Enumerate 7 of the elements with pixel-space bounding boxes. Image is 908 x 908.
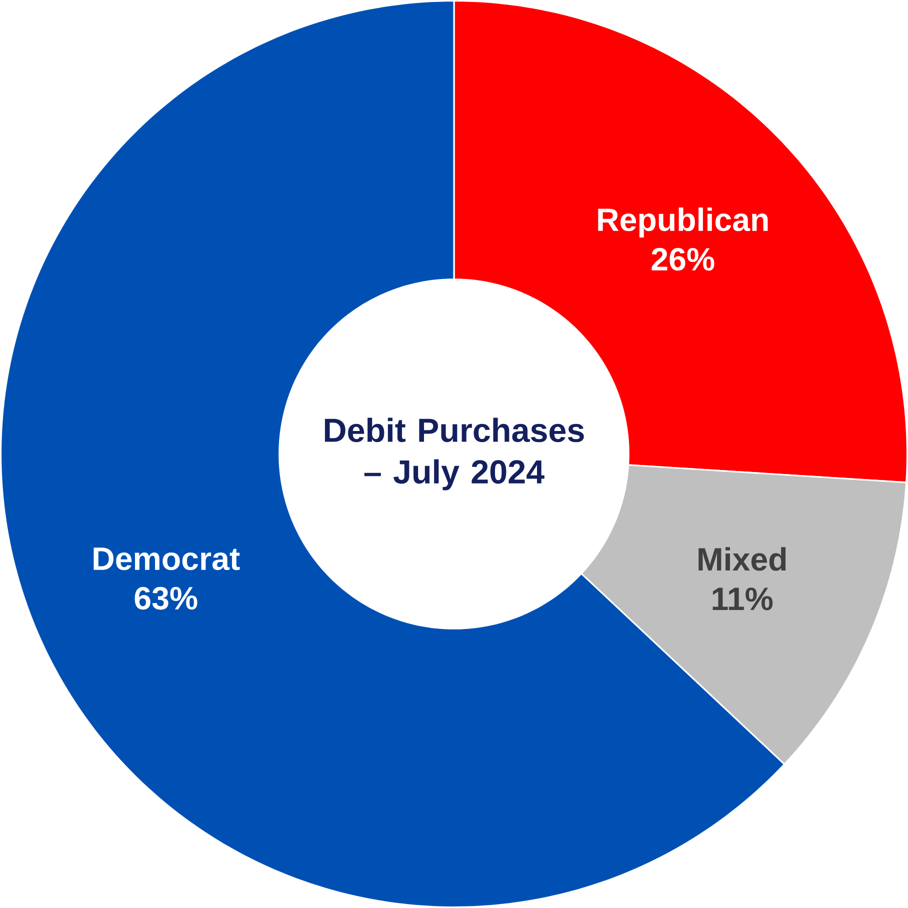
slice-label: Democrat <box>94 548 240 570</box>
slice-label: Mixed <box>698 547 786 571</box>
data-label: 26% <box>652 248 714 271</box>
data-label: 63% <box>134 586 198 610</box>
data-label: 11% <box>712 588 773 610</box>
slice-label: Republican <box>598 208 768 238</box>
text: Debit Purchases – July 2024 <box>324 418 584 490</box>
